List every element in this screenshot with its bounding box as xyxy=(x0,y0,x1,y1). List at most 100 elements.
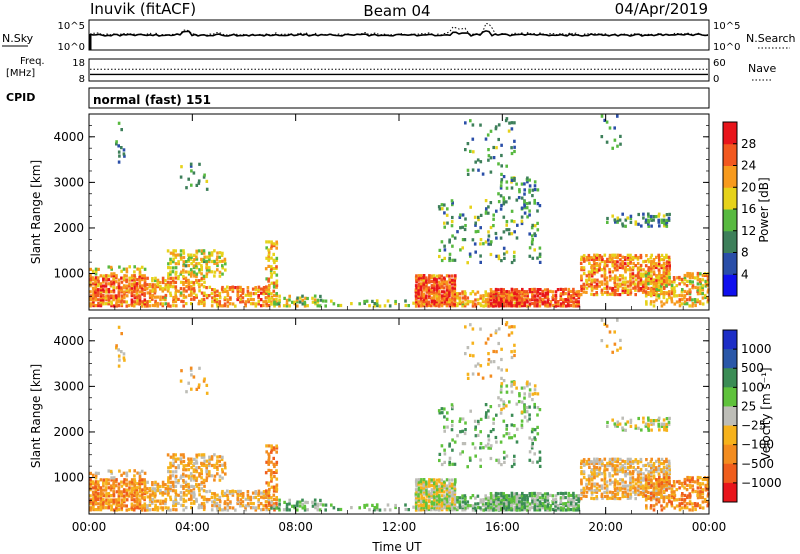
power-cell xyxy=(92,278,95,282)
power-cell xyxy=(495,292,498,296)
power-cell xyxy=(665,260,669,264)
power-cell xyxy=(649,294,653,298)
velocity-cell xyxy=(110,508,113,512)
velocity-cell xyxy=(202,497,206,502)
velocity-cell xyxy=(505,498,508,502)
velocity-cell xyxy=(482,498,485,502)
velocity-cell xyxy=(572,504,575,508)
velocity-cell xyxy=(523,502,526,506)
power-cell xyxy=(324,299,328,303)
power-cell xyxy=(153,304,157,308)
velocity-cell xyxy=(701,496,704,500)
velocity-cell xyxy=(662,418,666,422)
power-cell xyxy=(510,121,514,125)
velocity-cell xyxy=(120,473,123,477)
velocity-cell xyxy=(647,416,650,420)
power-cell xyxy=(164,287,167,291)
velocity-cell xyxy=(166,453,170,457)
velocity-cell xyxy=(699,490,702,494)
power-cell xyxy=(659,284,663,288)
power-cell xyxy=(621,266,625,270)
velocity-cell xyxy=(192,487,196,491)
power-cell xyxy=(531,296,534,300)
velocity-cell xyxy=(138,484,142,488)
velocity-cell xyxy=(680,506,684,510)
power-cell xyxy=(492,213,495,217)
power-cell xyxy=(499,184,503,188)
power-cell xyxy=(441,207,444,211)
power-cell xyxy=(678,298,682,302)
velocity-cell xyxy=(420,478,423,482)
power-cell xyxy=(107,288,111,292)
velocity-cell xyxy=(174,489,178,493)
power-cell xyxy=(595,264,599,268)
power-cell xyxy=(510,219,514,223)
power-cell xyxy=(268,297,271,301)
power-cell xyxy=(593,280,596,284)
power-cell xyxy=(580,266,583,270)
power-cell xyxy=(494,294,498,298)
velocity-cell xyxy=(453,488,457,492)
velocity-cell xyxy=(585,482,588,486)
power-cell xyxy=(433,296,436,300)
power-cell xyxy=(296,300,299,304)
power-cell xyxy=(693,298,697,302)
power-cell xyxy=(419,298,423,302)
velocity-cell xyxy=(190,501,193,505)
velocity-cell xyxy=(435,498,439,502)
power-cell xyxy=(241,290,245,294)
power-cell xyxy=(660,279,663,284)
velocity-cell xyxy=(678,502,682,506)
velocity-cell xyxy=(430,505,434,510)
power-cell xyxy=(180,299,183,303)
velocity-cell xyxy=(487,409,490,413)
velocity-cell xyxy=(608,457,612,461)
velocity-cell xyxy=(665,428,669,432)
velocity-cell xyxy=(223,493,227,497)
velocity-cell xyxy=(523,404,526,408)
velocity-cell xyxy=(187,462,190,466)
power-cell xyxy=(528,209,531,213)
velocity-cell xyxy=(528,392,531,396)
power-cell xyxy=(582,268,586,272)
power-cell xyxy=(223,257,227,261)
power-cell xyxy=(257,302,260,306)
velocity-cell xyxy=(564,496,567,500)
velocity-cell xyxy=(172,504,175,508)
power-cell xyxy=(570,294,573,298)
power-cell xyxy=(556,304,560,308)
velocity-cell xyxy=(218,506,221,510)
power-cell xyxy=(590,284,593,288)
velocity-cell xyxy=(198,472,201,476)
power-cell xyxy=(117,304,121,308)
power-cell xyxy=(275,302,278,306)
power-cell xyxy=(538,300,542,304)
velocity-cell xyxy=(193,457,196,461)
velocity-cell xyxy=(161,480,165,484)
power-cell xyxy=(517,196,521,200)
power-cell xyxy=(585,258,588,262)
power-cell xyxy=(161,276,165,280)
velocity-cell xyxy=(621,464,624,468)
power-cell xyxy=(600,255,604,259)
velocity-cell xyxy=(636,488,640,492)
power-cell xyxy=(140,286,144,290)
power-cell xyxy=(497,302,500,306)
power-cell xyxy=(94,286,98,290)
power-cell xyxy=(324,304,327,308)
velocity-cell xyxy=(110,494,113,498)
velocity-cell xyxy=(655,498,658,502)
power-cell xyxy=(228,287,232,292)
power-cell xyxy=(417,274,421,278)
power-cell xyxy=(211,300,214,304)
power-cell xyxy=(606,290,609,294)
power-cell xyxy=(487,230,490,234)
velocity-cell xyxy=(665,426,668,430)
power-cell xyxy=(632,282,635,286)
velocity-cell xyxy=(128,480,131,484)
velocity-cell xyxy=(267,452,270,456)
power-cell xyxy=(112,272,116,276)
velocity-cell xyxy=(140,494,144,498)
velocity-cell xyxy=(97,486,100,490)
velocity-cell xyxy=(533,498,537,502)
